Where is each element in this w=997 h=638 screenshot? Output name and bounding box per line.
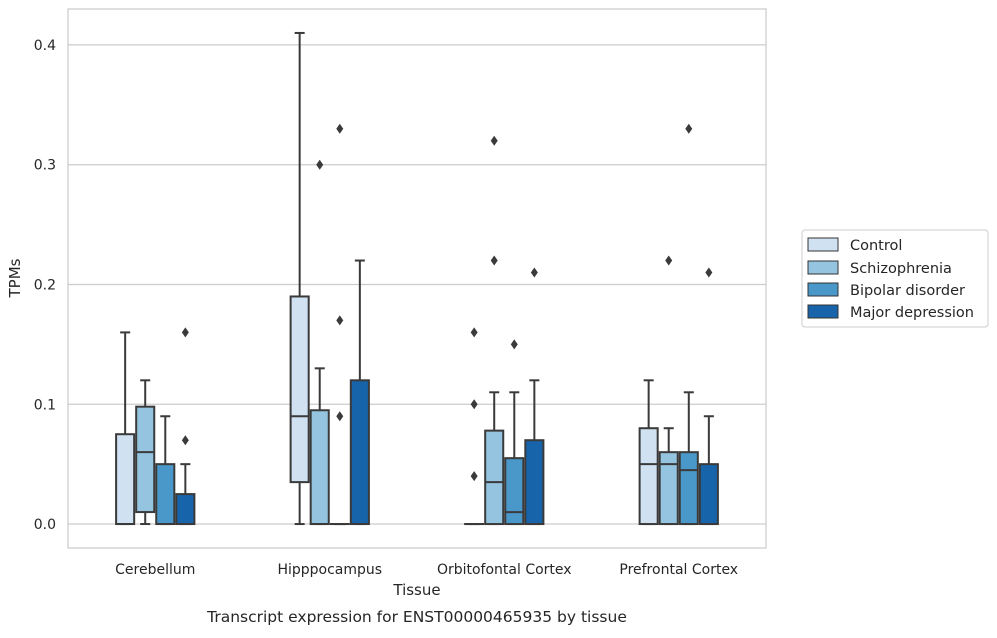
box-3-1 — [351, 261, 369, 525]
outlier-point — [471, 399, 478, 409]
x-tick-label-0: Cerebellum — [115, 562, 195, 578]
x-tick-label-3: Prefrontal Cortex — [619, 562, 738, 578]
y-tick-label-0: 0.0 — [34, 517, 56, 533]
box-1-3 — [660, 256, 678, 525]
legend-label-major-depression: Major depression — [850, 305, 974, 321]
box-body — [700, 464, 718, 524]
outlier-point — [491, 136, 498, 146]
box-body — [660, 452, 678, 524]
box-body — [116, 434, 134, 524]
y-tick-label-4: 0.4 — [34, 38, 56, 54]
outlier-point — [336, 411, 343, 421]
outlier-point — [705, 268, 712, 278]
y-axis-title: TPMs — [6, 258, 24, 298]
box-0-1 — [291, 33, 309, 524]
box-body — [176, 494, 194, 524]
box-2-3 — [680, 124, 698, 524]
box-body — [311, 410, 329, 524]
legend-swatch-schizophrenia — [808, 261, 838, 274]
outlier-point — [336, 124, 343, 134]
box-body — [485, 431, 503, 524]
box-1-2 — [485, 136, 503, 524]
box-2-1 — [331, 124, 349, 524]
x-axis-ticks: Cerebellum Hipppocampus Orbitofontal Corte… — [115, 562, 738, 578]
legend-swatch-control — [808, 238, 838, 251]
outlier-point — [511, 339, 518, 349]
x-tick-label-1: Hipppocampus — [277, 562, 382, 578]
x-tick-label-2: Orbitofontal Cortex — [437, 562, 572, 578]
box-body — [351, 380, 369, 524]
box-2-2 — [505, 339, 523, 524]
y-tick-label-2: 0.2 — [34, 277, 56, 293]
outlier-point — [685, 124, 692, 134]
box-3-3 — [700, 268, 718, 525]
box-0-3 — [640, 380, 658, 524]
box-1-1 — [311, 160, 329, 524]
box-body — [680, 452, 698, 524]
outlier-point — [182, 327, 189, 337]
y-tick-label-1: 0.1 — [34, 397, 56, 413]
outlier-point — [531, 268, 538, 278]
box-body — [291, 296, 309, 482]
chart-caption: Transcript expression for ENST0000046593… — [206, 608, 627, 626]
outlier-point — [336, 315, 343, 325]
box-2-0 — [156, 416, 174, 524]
box-body — [525, 440, 543, 524]
outlier-point — [182, 435, 189, 445]
box-3-2 — [525, 268, 543, 525]
box-body — [505, 458, 523, 524]
box-1-0 — [136, 380, 154, 524]
legend-label-bipolar-disorder: Bipolar disorder — [850, 283, 965, 299]
outlier-point — [471, 471, 478, 481]
box-3-0 — [176, 327, 194, 524]
outlier-point — [491, 256, 498, 266]
legend-label-schizophrenia: Schizophrenia — [850, 261, 952, 277]
legend-swatch-bipolar-disorder — [808, 283, 838, 296]
legend-swatch-major-depression — [808, 305, 838, 318]
y-axis-ticks: 0.0 0.1 0.2 0.3 0.4 — [34, 38, 56, 533]
x-axis-title: Tissue — [392, 581, 440, 599]
legend-label-control: Control — [850, 238, 902, 254]
legend: Control Schizophrenia Bipolar disorder M… — [802, 230, 988, 327]
outlier-point — [665, 256, 672, 266]
box-body — [136, 407, 154, 512]
box-0-2 — [465, 327, 483, 524]
box-0-0 — [116, 332, 134, 524]
box-marks — [116, 33, 718, 524]
box-body — [640, 428, 658, 524]
y-tick-label-3: 0.3 — [34, 158, 56, 174]
outlier-point — [316, 160, 323, 170]
box-body — [156, 464, 174, 524]
outlier-point — [471, 327, 478, 337]
